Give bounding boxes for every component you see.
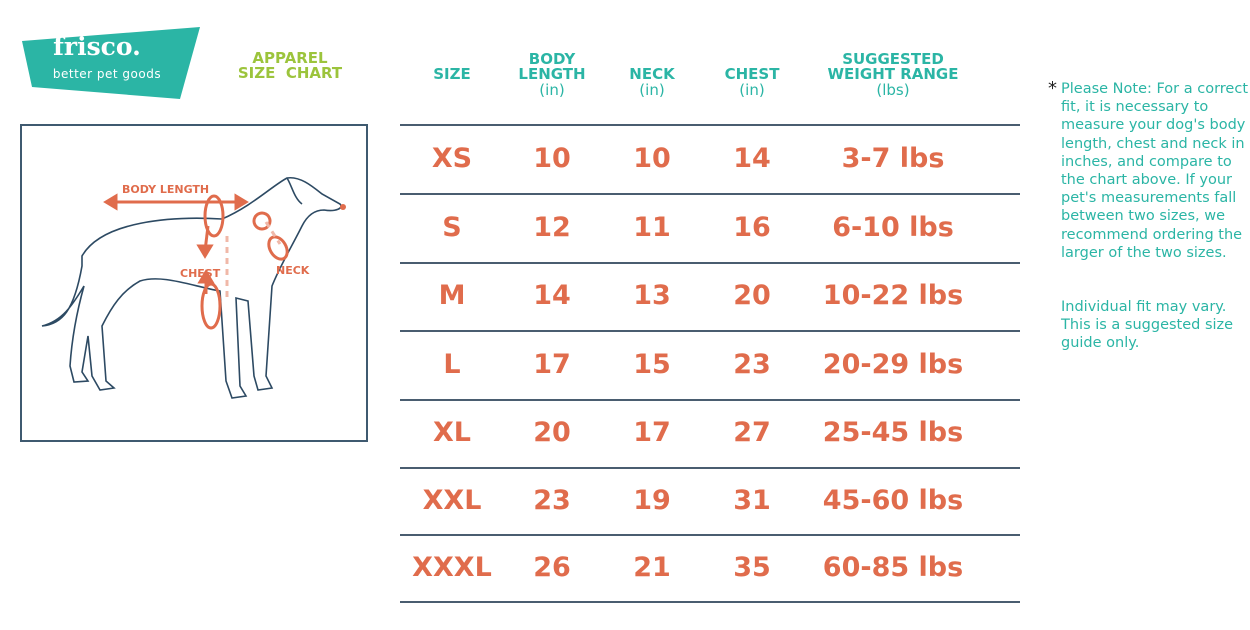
header-unit: (in) (739, 81, 765, 99)
table-cell: XXXL (412, 551, 492, 583)
table-cell: 21 (633, 551, 671, 583)
table-cell: 10-22 lbs (822, 280, 964, 311)
table-cell: 23 (733, 348, 771, 380)
table-cell: 10 (533, 142, 571, 174)
table-cell: 20 (533, 417, 571, 448)
table-cell: 19 (633, 484, 671, 516)
header-title: CHEST (724, 65, 780, 83)
body-length-label: BODY LENGTH (122, 183, 209, 196)
table-cell: 11 (633, 211, 671, 243)
table-cell: 15 (633, 348, 671, 380)
brand-logo-badge (22, 27, 200, 99)
note-paragraph-1: Please Note: For a correct fit, it is ne… (1061, 81, 1249, 261)
table-cell: 10 (633, 142, 671, 174)
table-cell: 26 (533, 551, 571, 583)
table-cell: 6-10 lbs (832, 211, 954, 243)
column-header: SIZE (382, 67, 522, 82)
header-title: SUGGESTED (842, 50, 944, 68)
table-cell: 16 (733, 211, 771, 243)
table-cell: 17 (633, 417, 671, 448)
chest-label: CHEST (180, 267, 221, 280)
brand-tagline: better pet goods (52, 67, 162, 81)
dog-measurement-diagram: BODY LENGTH CHEST NECK (20, 124, 368, 442)
header-unit: (in) (539, 81, 565, 99)
row-divider (400, 193, 1020, 195)
table-cell: XS (431, 142, 473, 174)
column-header: NECK (in) (582, 67, 722, 98)
table-cell: 20-29 lbs (822, 348, 964, 380)
table-cell: 23 (533, 484, 571, 516)
column-header: CHEST (in) (682, 67, 822, 98)
table-cell: M (438, 280, 466, 311)
table-cell: L (443, 348, 461, 380)
header-title: SIZE (433, 65, 471, 83)
brand-name: frisco. (53, 32, 141, 61)
header-title: WEIGHT RANGE (827, 65, 959, 83)
row-divider (400, 467, 1020, 469)
dog-illustration: BODY LENGTH CHEST NECK (41, 176, 346, 399)
row-divider (400, 534, 1020, 536)
table-cell: XXL (422, 484, 482, 516)
table-cell: S (442, 211, 462, 243)
table-cell: 12 (533, 211, 571, 243)
row-divider (400, 330, 1020, 332)
table-cell: 3-7 lbs (841, 142, 945, 174)
table-cell: 20 (733, 280, 771, 311)
table-cell: 35 (733, 551, 771, 583)
note-paragraph-2: Individual fit may vary. This is a sugge… (1061, 299, 1234, 352)
header-unit: (lbs) (876, 81, 910, 99)
row-divider (400, 262, 1020, 264)
table-cell: 14 (533, 280, 571, 311)
table-cell: XL (432, 417, 472, 448)
asterisk: * (1048, 78, 1057, 99)
table-cell: 25-45 lbs (822, 417, 964, 448)
row-divider (400, 124, 1020, 126)
column-header: SUGGESTED WEIGHT RANGE (lbs) (823, 52, 963, 98)
page-title: APPAREL SIZE CHART (237, 49, 343, 82)
table-cell: 27 (733, 417, 771, 448)
row-divider (400, 399, 1020, 401)
header-title: LENGTH (518, 65, 586, 83)
header-unit: (in) (639, 81, 665, 99)
table-cell: 17 (533, 348, 571, 380)
table-cell: 13 (633, 280, 671, 311)
column-header: BODY LENGTH (in) (482, 52, 622, 98)
fit-note: * Please Note: For a correct fit, it is … (1048, 78, 1249, 353)
table-cell: 45-60 lbs (822, 484, 964, 516)
table-cell: 31 (733, 484, 771, 516)
header-title: BODY (528, 50, 576, 68)
neck-label: NECK (276, 264, 310, 277)
table-cell: 60-85 lbs (822, 551, 964, 583)
row-divider (400, 601, 1020, 603)
table-cell: 14 (733, 142, 771, 174)
header-title: NECK (629, 65, 675, 83)
